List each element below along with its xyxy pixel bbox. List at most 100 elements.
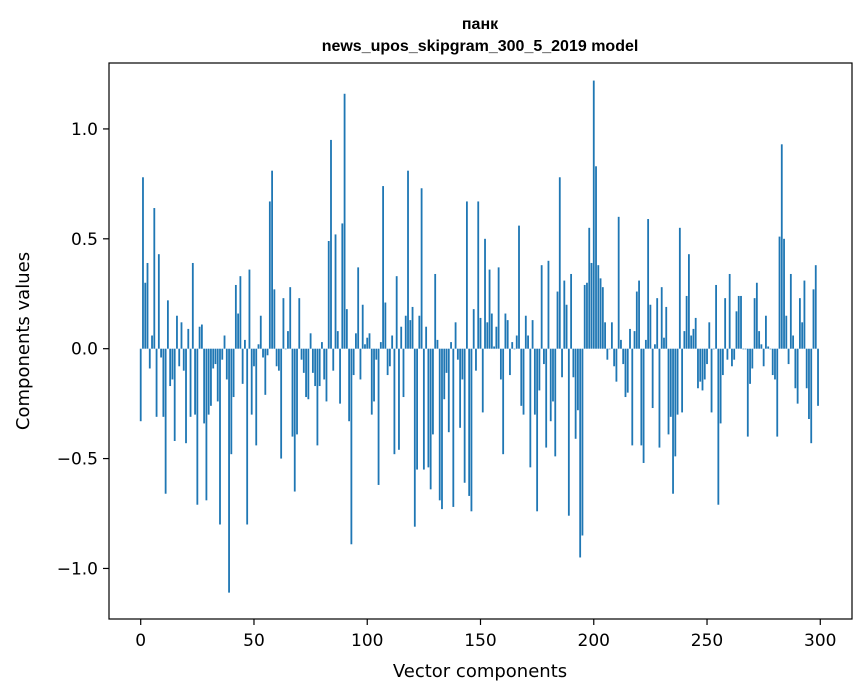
bar-235 xyxy=(672,348,674,494)
bar-83 xyxy=(327,241,330,349)
bar-243 xyxy=(690,335,693,349)
bar-279 xyxy=(771,348,774,376)
bar-82 xyxy=(325,348,328,402)
bar-93 xyxy=(350,348,353,545)
bar-285 xyxy=(785,315,788,349)
bar-56 xyxy=(266,348,269,356)
bar-258 xyxy=(724,298,727,349)
bar-170 xyxy=(524,315,527,349)
bar-47 xyxy=(246,348,249,525)
bar-158 xyxy=(497,267,500,349)
bar-96 xyxy=(357,267,360,349)
bar-72 xyxy=(302,348,305,373)
bar-232 xyxy=(665,306,668,349)
bar-39 xyxy=(228,348,230,593)
bar-78 xyxy=(316,348,319,446)
bar-8 xyxy=(157,254,160,349)
bar-75 xyxy=(309,333,312,349)
bar-132 xyxy=(438,348,441,501)
bar-270 xyxy=(751,348,754,369)
bar-129 xyxy=(432,348,434,435)
bar-2 xyxy=(144,282,147,349)
bar-180 xyxy=(547,260,550,349)
bar-136 xyxy=(447,348,450,433)
bar-44 xyxy=(239,276,242,349)
bar-91 xyxy=(345,309,348,349)
bar-36 xyxy=(221,348,224,360)
bar-17 xyxy=(178,348,181,367)
bar-228 xyxy=(656,298,659,349)
bar-99 xyxy=(364,344,366,349)
bar-85 xyxy=(332,348,335,371)
bar-118 xyxy=(407,170,409,349)
bar-160 xyxy=(502,348,505,455)
x-axis-ticks: 0 50 100 150 200 250 300 xyxy=(135,619,837,651)
bar-24 xyxy=(194,348,196,415)
bar-50 xyxy=(253,348,255,367)
bar-124 xyxy=(420,188,423,349)
bar-299 xyxy=(817,348,819,406)
bar-42 xyxy=(234,284,237,349)
bar-196 xyxy=(583,284,586,349)
bar-212 xyxy=(620,339,622,349)
bar-135 xyxy=(445,348,448,373)
bar-22 xyxy=(189,348,192,417)
bar-159 xyxy=(499,348,502,380)
bar-80 xyxy=(321,342,323,349)
y-axis-ticks: −1.0 −0.5 0.0 0.5 1.0 xyxy=(57,120,109,579)
bar-73 xyxy=(305,348,307,398)
x-tick-label: 200 xyxy=(578,631,610,651)
bar-10 xyxy=(162,348,165,417)
bar-171 xyxy=(527,335,529,349)
bar-137 xyxy=(450,342,452,349)
bar-156 xyxy=(493,346,495,349)
bar-34 xyxy=(216,348,219,402)
x-tick-label: 50 xyxy=(243,631,265,651)
bar-120 xyxy=(411,306,414,349)
bar-198 xyxy=(588,227,591,349)
bar-92 xyxy=(348,348,351,422)
bar-178 xyxy=(543,348,545,365)
bar-4 xyxy=(148,348,151,369)
bar-26 xyxy=(198,326,201,349)
bar-249 xyxy=(703,348,706,380)
bar-260 xyxy=(728,273,731,349)
bar-247 xyxy=(699,348,702,382)
bar-282 xyxy=(778,236,781,349)
bar-205 xyxy=(604,322,606,349)
bar-291 xyxy=(798,298,801,349)
bar-139 xyxy=(454,322,457,349)
bar-219 xyxy=(635,291,638,349)
bar-19 xyxy=(182,348,185,371)
bar-29 xyxy=(205,348,208,501)
bar-245 xyxy=(694,317,697,349)
bar-222 xyxy=(642,348,645,463)
bar-179 xyxy=(545,348,548,448)
bar-104 xyxy=(375,348,378,360)
bar-143 xyxy=(463,348,466,483)
bar-111 xyxy=(391,335,394,349)
bar-290 xyxy=(796,348,799,404)
bar-149 xyxy=(477,201,480,349)
bar-208 xyxy=(610,322,613,349)
bar-9 xyxy=(160,348,162,358)
x-tick-label: 250 xyxy=(691,631,723,651)
bar-98 xyxy=(361,304,364,349)
bar-280 xyxy=(774,348,776,380)
bar-192 xyxy=(574,348,577,439)
bar-211 xyxy=(617,216,620,349)
bar-202 xyxy=(597,265,600,349)
bar-series xyxy=(139,80,819,593)
bar-59 xyxy=(273,289,276,349)
bar-3 xyxy=(146,262,149,349)
bar-253 xyxy=(712,348,715,350)
bar-233 xyxy=(667,348,670,435)
bar-38 xyxy=(225,348,228,380)
bar-210 xyxy=(615,348,618,382)
bar-288 xyxy=(792,335,795,349)
bar-142 xyxy=(461,348,464,380)
bar-128 xyxy=(429,348,432,490)
bar-116 xyxy=(402,348,405,398)
bar-267 xyxy=(744,348,747,350)
bar-45 xyxy=(241,348,244,384)
